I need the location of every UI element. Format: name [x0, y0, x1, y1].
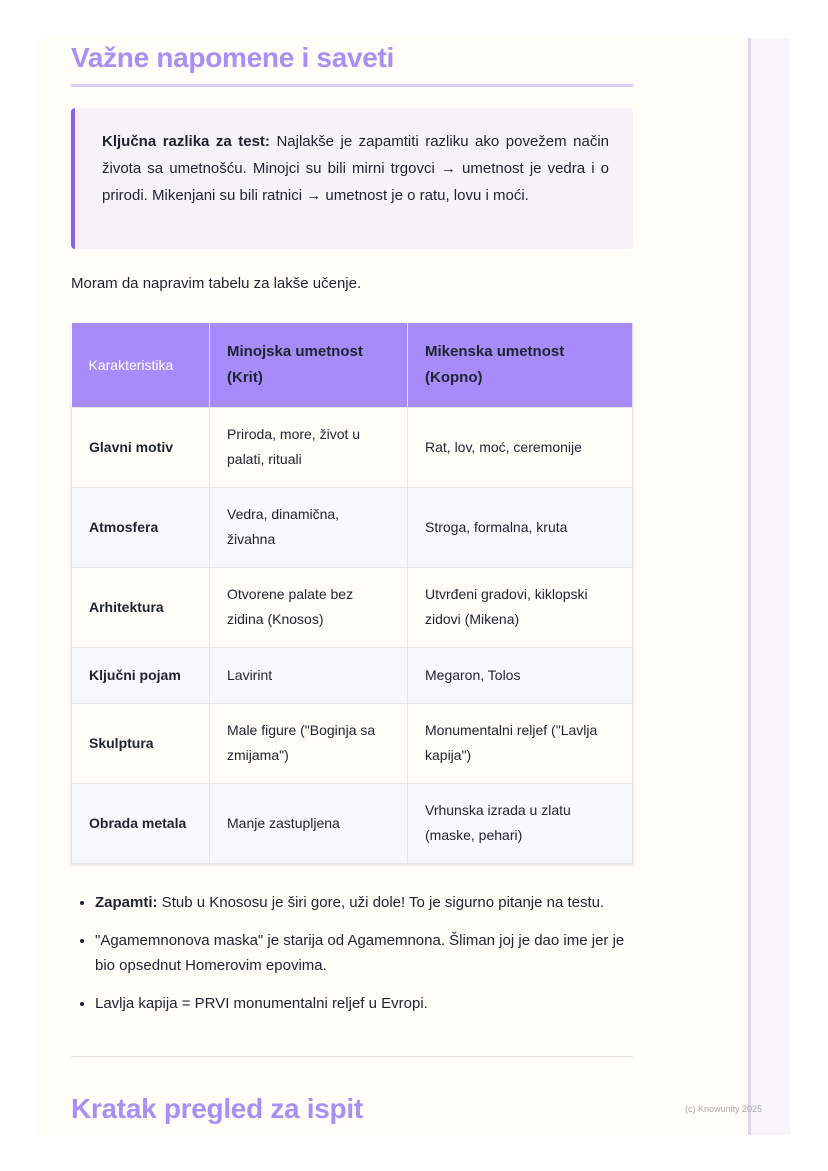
- list-item: Zapamti: Stub u Knososu je širi gore, už…: [95, 890, 625, 915]
- table-cell: Priroda, more, život u palati, rituali: [209, 406, 408, 488]
- divider: [71, 1056, 633, 1057]
- list-item: Lavlja kapija = PRVI monumentalni reljef…: [95, 991, 625, 1016]
- row-label-cell: Arhitektura: [71, 566, 210, 648]
- list-item: "Agamemnonova maska" je starija od Agame…: [95, 928, 625, 978]
- row-label-cell: Atmosfera: [71, 486, 210, 568]
- comparison-table: Karakteristika Minojska umetnost (Krit) …: [71, 323, 633, 864]
- table-cell: Megaron, Tolos: [407, 646, 633, 704]
- table-cell: Stroga, formalna, kruta: [407, 486, 633, 568]
- list-item-text: Lavlja kapija = PRVI monumentalni reljef…: [95, 995, 428, 1012]
- row-label-cell: Skulptura: [71, 702, 210, 784]
- table-cell: Otvorene palate bez zidina (Knosos): [209, 566, 408, 648]
- table-cell: Monumentalni reljef ("Lavlja kapija"): [407, 702, 633, 784]
- section-heading: Kratak pregled za ispit: [71, 1093, 363, 1124]
- tips-list: Zapamti: Stub u Knososu je širi gore, už…: [95, 890, 625, 1029]
- header-cell: Mikenska umetnost (Kopno): [407, 323, 633, 407]
- table-row: Glavni motiv Priroda, more, život u palat…: [71, 406, 633, 488]
- callout-box: Ključna razlika za test: Najlakše je zap…: [71, 108, 633, 249]
- table-cell: Manje zastupljena: [209, 782, 408, 864]
- heading-rule: [71, 84, 633, 87]
- table-cell: Rat, lov, moć, ceremonije: [407, 406, 633, 488]
- list-item-text: Stub u Knososu je širi gore, uži dole! T…: [157, 894, 605, 911]
- intro-text: Moram da napravim tabelu za lakše učenje…: [71, 275, 362, 292]
- table-row: Obrada metala Manje zastupljena Vrhunska i…: [71, 782, 633, 864]
- list-item-text: "Agamemnonova maska" je starija od Agame…: [95, 932, 625, 974]
- table-cell: Male figure ("Boginja sa zmijama"): [209, 702, 408, 784]
- table-row: Arhitektura Otvorene palate bez zidina (K…: [71, 566, 633, 648]
- table-row: Skulptura Male figure ("Boginja sa zmijam…: [71, 702, 633, 784]
- table-row: Atmosfera Vedra, dinamična, živahna Stroga…: [71, 486, 633, 568]
- list-item-bold: Zapamti:: [95, 894, 158, 911]
- row-label-cell: Glavni motiv: [71, 406, 210, 488]
- row-label-cell: Obrada metala: [71, 782, 210, 864]
- copyright: (c) Knowunity 2025: [685, 1104, 763, 1114]
- table-header: Karakteristika Minojska umetnost (Krit) …: [71, 323, 633, 407]
- callout-text: Najlakše je zapamtiti razliku ako poveže…: [102, 133, 609, 204]
- table-cell: Lavirint: [209, 646, 408, 704]
- header-cell: Minojska umetnost (Krit): [209, 323, 408, 407]
- table-cell: Utvrđeni gradovi, kiklopski zidovi (Mike…: [407, 566, 633, 648]
- callout-bold: Ključna razlika za test:: [102, 133, 270, 150]
- table-cell: Vedra, dinamična, živahna: [209, 486, 408, 568]
- row-label-cell: Ključni pojam: [71, 646, 210, 704]
- table-row: Ključni pojam Lavirint Megaron, Tolos: [71, 646, 633, 704]
- side-strip: [748, 38, 790, 1135]
- table-cell: Vrhunska izrada u zlatu (maske, pehari): [407, 782, 633, 864]
- section-heading: Važne napomene i saveti: [71, 42, 395, 73]
- header-cell: Karakteristika: [71, 323, 210, 407]
